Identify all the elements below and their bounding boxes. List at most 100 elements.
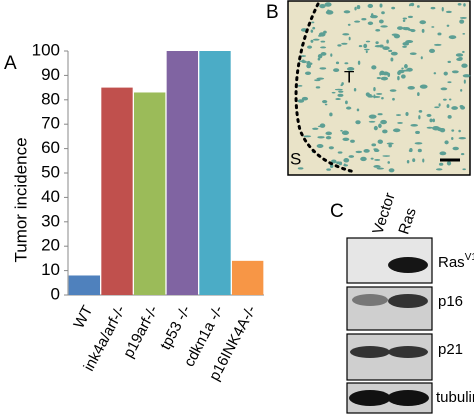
stain-speck — [443, 71, 448, 76]
stain-speck — [355, 120, 361, 125]
stain-speck — [377, 113, 383, 116]
stain-speck — [319, 123, 326, 128]
stain-speck — [303, 135, 312, 138]
stain-speck — [306, 60, 311, 66]
stain-speck — [447, 114, 452, 119]
stain-speck — [337, 151, 343, 154]
stain-speck — [324, 103, 328, 106]
stain-speck — [414, 142, 423, 145]
stain-speck — [373, 165, 381, 168]
stain-speck — [330, 53, 333, 57]
stain-speck — [310, 39, 314, 43]
band-superscript: V12 — [465, 252, 474, 263]
y-tick-label: 90 — [41, 65, 60, 84]
stain-speck — [426, 113, 432, 118]
stain-speck — [388, 144, 392, 148]
stain-speck — [404, 64, 408, 69]
y-tick-label: 30 — [41, 211, 60, 230]
stain-speck — [326, 168, 331, 171]
stain-speck — [458, 129, 461, 133]
stain-speck — [433, 43, 442, 46]
stain-speck — [418, 110, 423, 113]
stain-speck — [386, 39, 389, 44]
stain-speck — [401, 67, 404, 70]
stain-speck — [386, 142, 394, 145]
stain-speck — [463, 3, 466, 7]
stain-speck — [402, 42, 410, 46]
stain-speck — [318, 32, 326, 37]
stain-speck — [439, 151, 447, 156]
stain-speck — [322, 100, 328, 104]
stain-speck — [417, 148, 422, 153]
stain-speck — [444, 140, 449, 145]
stain-speck — [368, 120, 376, 123]
stroma-label: S — [290, 149, 301, 168]
bar — [166, 51, 199, 295]
stain-speck — [310, 29, 314, 33]
tumor-label: T — [344, 67, 354, 86]
stain-speck — [435, 168, 443, 171]
stain-speck — [297, 167, 304, 170]
stain-speck — [382, 155, 391, 157]
stain-speck — [377, 139, 383, 144]
stain-speck — [402, 19, 406, 22]
y-tick-label: 40 — [41, 187, 60, 206]
stain-speck — [373, 86, 376, 92]
stain-speck — [319, 4, 326, 9]
stain-speck — [361, 18, 367, 21]
panel-label: B — [266, 2, 279, 23]
stain-speck — [301, 59, 305, 63]
stain-speck — [451, 129, 455, 132]
stain-speck — [390, 57, 394, 62]
stain-speck — [324, 2, 332, 7]
stain-speck — [341, 130, 349, 136]
stain-speck — [347, 23, 351, 26]
stain-speck — [382, 46, 390, 50]
stain-speck — [345, 100, 348, 105]
stain-speck — [446, 24, 450, 27]
stain-speck — [462, 74, 471, 78]
stain-speck — [314, 79, 321, 82]
band-label: p21 — [438, 341, 463, 358]
stain-speck — [433, 72, 437, 75]
stain-speck — [434, 106, 440, 109]
stain-speck — [370, 13, 374, 18]
stain-speck — [415, 130, 420, 135]
stain-speck — [462, 33, 466, 35]
stain-speck — [358, 45, 363, 48]
stain-speck — [360, 156, 367, 162]
stain-speck — [371, 65, 377, 70]
stain-speck — [458, 137, 467, 140]
stain-speck — [374, 45, 382, 48]
stain-speck — [455, 53, 464, 57]
stain-speck — [462, 168, 466, 171]
stain-speck — [334, 88, 343, 91]
stain-speck — [346, 106, 352, 110]
stain-speck — [432, 125, 440, 131]
panel-label: A — [4, 53, 17, 74]
stain-speck — [378, 19, 384, 24]
stain-speck — [431, 26, 435, 28]
bar — [231, 260, 264, 295]
stain-speck — [316, 143, 324, 148]
stain-speck — [408, 149, 413, 152]
stain-speck — [325, 136, 332, 140]
stain-speck — [312, 127, 319, 130]
stain-speck — [367, 21, 374, 26]
stain-speck — [311, 21, 315, 24]
stain-speck — [356, 4, 361, 10]
stain-speck — [391, 6, 396, 10]
stain-speck — [381, 11, 385, 15]
stain-speck — [387, 161, 390, 164]
y-tick-label: 70 — [41, 114, 60, 133]
stain-speck — [317, 136, 325, 139]
stain-speck — [337, 44, 342, 47]
stain-speck — [407, 15, 413, 19]
stain-speck — [354, 6, 357, 11]
stain-speck — [357, 60, 361, 65]
stain-speck — [329, 112, 333, 117]
stain-speck — [365, 40, 371, 43]
stain-speck — [446, 161, 452, 166]
stain-speck — [442, 98, 447, 101]
